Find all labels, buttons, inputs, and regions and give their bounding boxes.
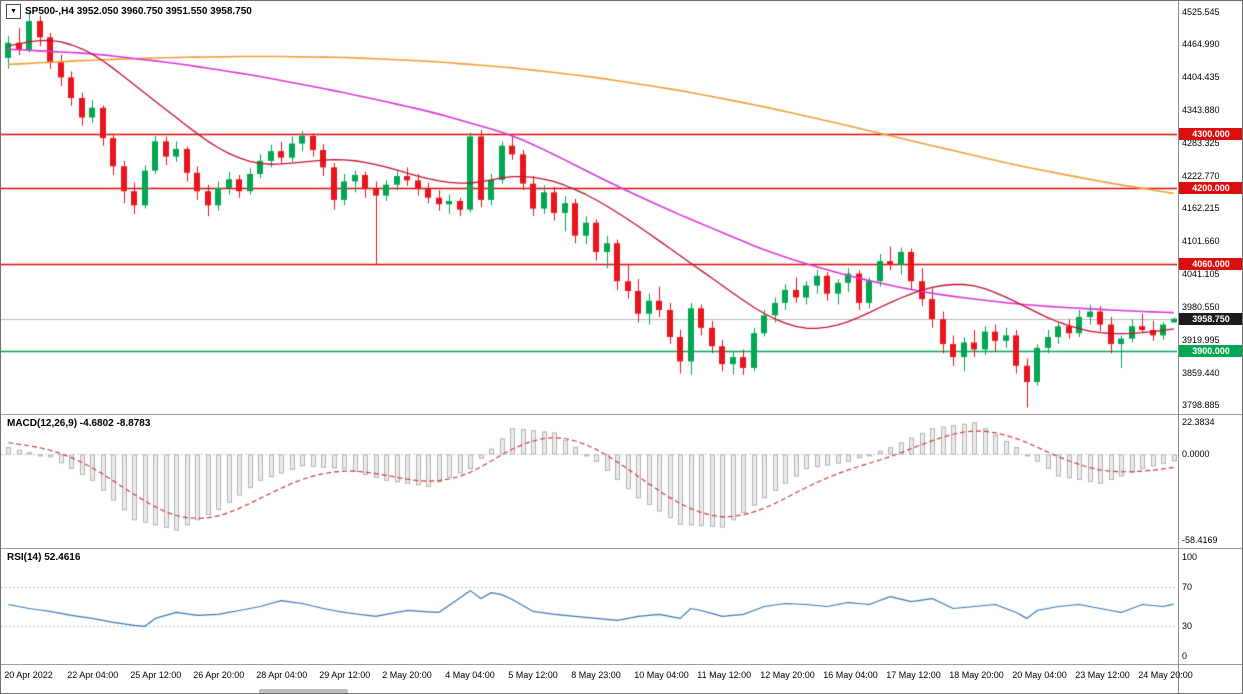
y-axis-label: 4525.545 xyxy=(1182,6,1220,17)
y-axis-label: 4283.325 xyxy=(1182,137,1220,148)
price-line-tag-4200.000: 4200.000 xyxy=(1179,181,1242,194)
current-price-tag: 3958.750 xyxy=(1179,312,1242,325)
price-line-tag-3900.000: 3900.000 xyxy=(1179,344,1242,357)
x-axis-label: 28 Apr 04:00 xyxy=(256,670,308,680)
y-axis-label: 3919.995 xyxy=(1182,334,1220,345)
scrollbar-thumb[interactable] xyxy=(259,689,348,693)
rsi-indicator-label: RSI(14) 52.4616 xyxy=(7,552,81,563)
panel-divider[interactable] xyxy=(1,414,1242,415)
rsi-panel xyxy=(1,549,1178,664)
y-axis-label: 4222.770 xyxy=(1182,170,1220,181)
y-axis-label: 3859.440 xyxy=(1182,367,1220,378)
symbol-marker-icon[interactable]: ▼ xyxy=(6,4,21,19)
x-axis-label: 2 May 20:00 xyxy=(382,670,432,680)
x-axis-label: 11 May 12:00 xyxy=(697,670,752,680)
macd-canvas[interactable] xyxy=(1,415,1177,548)
rsi-axis-label: 0 xyxy=(1182,651,1188,662)
main-chart-canvas[interactable] xyxy=(1,1,1177,414)
x-axis-label: 12 May 20:00 xyxy=(760,670,815,680)
main-chart-panel: ▼ SP500-,H4 3952.050 3960.750 3951.550 3… xyxy=(1,1,1178,414)
y-axis-label: 4162.215 xyxy=(1182,203,1220,214)
panel-divider[interactable] xyxy=(1,548,1242,549)
x-axis-label: 4 May 04:00 xyxy=(445,670,495,680)
x-axis-label: 10 May 04:00 xyxy=(634,670,689,680)
x-axis-label: 20 May 04:00 xyxy=(1012,670,1067,680)
macd-indicator-label: MACD(12,26,9) -4.6802 -8.8783 xyxy=(7,418,151,429)
price-line-tag-4300.000: 4300.000 xyxy=(1179,127,1242,140)
panel-divider xyxy=(1,664,1242,665)
macd-axis-label: 22.3834 xyxy=(1182,416,1215,427)
y-axis-label: 4464.990 xyxy=(1182,39,1220,50)
x-axis-label: 8 May 23:00 xyxy=(571,670,621,680)
price-axis[interactable] xyxy=(1178,1,1242,693)
rsi-axis-label: 30 xyxy=(1182,621,1193,632)
macd-axis-label: -58.4169 xyxy=(1182,534,1218,545)
chart-title: ▼ SP500-,H4 3952.050 3960.750 3951.550 3… xyxy=(6,4,252,19)
y-axis-label: 4343.880 xyxy=(1182,105,1220,115)
y-axis-label: 4404.435 xyxy=(1182,72,1220,83)
x-axis-label: 22 Apr 04:00 xyxy=(67,670,119,680)
macd-axis-label: 0.0000 xyxy=(1182,449,1210,460)
y-axis-label: 4041.105 xyxy=(1182,269,1220,280)
x-axis-label: 17 May 12:00 xyxy=(886,670,941,680)
macd-panel xyxy=(1,415,1178,548)
y-axis-label: 3798.885 xyxy=(1182,400,1220,411)
x-axis-label: 24 May 20:00 xyxy=(1138,670,1193,680)
x-axis-label: 25 Apr 12:00 xyxy=(130,670,182,680)
chart-title-text: SP500-,H4 3952.050 3960.750 3951.550 395… xyxy=(25,6,252,17)
y-axis-label: 3980.550 xyxy=(1182,301,1220,312)
horizontal-scrollbar xyxy=(1,689,1178,693)
x-axis-label: 16 May 04:00 xyxy=(823,670,878,680)
x-axis-label: 5 May 12:00 xyxy=(508,670,558,680)
x-axis-label: 26 Apr 20:00 xyxy=(193,670,245,680)
price-line-tag-4060.000: 4060.000 xyxy=(1179,257,1242,270)
x-axis-label: 20 Apr 2022 xyxy=(4,670,53,680)
x-axis-label: 29 Apr 12:00 xyxy=(319,670,371,680)
y-axis-label: 4101.660 xyxy=(1182,236,1220,247)
rsi-axis-label: 100 xyxy=(1182,551,1198,562)
rsi-canvas[interactable] xyxy=(1,549,1177,664)
x-axis-label: 18 May 20:00 xyxy=(949,670,1004,680)
rsi-axis-label: 70 xyxy=(1182,581,1193,592)
x-axis-label: 23 May 12:00 xyxy=(1075,670,1130,680)
